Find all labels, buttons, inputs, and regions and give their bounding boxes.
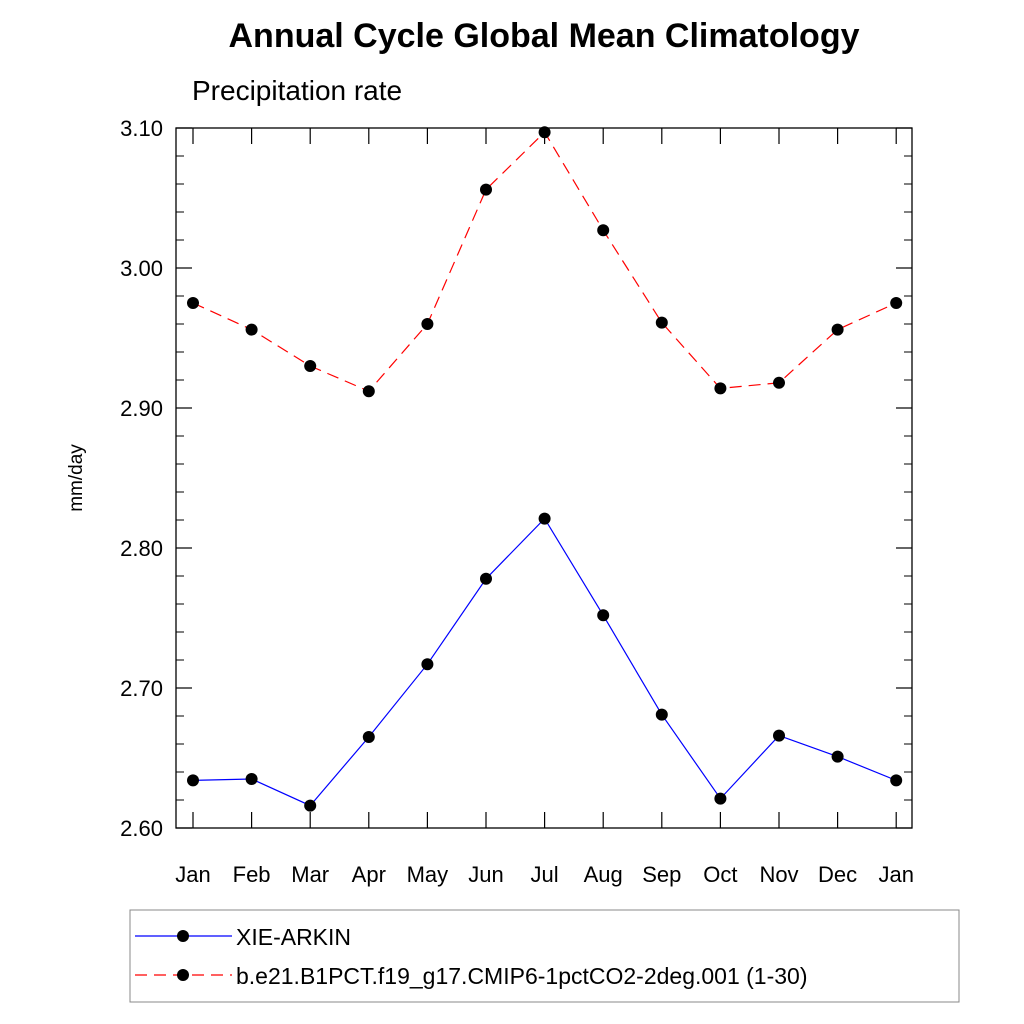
series-1-point <box>890 297 903 309</box>
x-tick-label: Oct <box>703 862 737 887</box>
y-tick-label: 2.60 <box>120 816 163 841</box>
plot-frame <box>175 127 913 829</box>
series-1-point <box>362 385 375 398</box>
x-tick-label: Dec <box>818 862 857 887</box>
series-1-point <box>597 224 610 237</box>
y-tick-labels: 2.60 2.70 2.80 2.90 3.00 3.10 <box>120 116 163 841</box>
x-tick-label: Jun <box>468 862 503 887</box>
chart-title: Annual Cycle Global Mean Climatology <box>229 17 860 55</box>
series-0-point <box>421 658 434 671</box>
y-tick-label: 3.00 <box>120 256 163 281</box>
legend: XIE-ARKIN b.e21.B1PCT.f19_g17.CMIP6-1pct… <box>129 909 960 1003</box>
series-0-point <box>831 750 844 763</box>
series-1-point <box>421 318 434 330</box>
legend-label-xie-arkin: XIE-ARKIN <box>236 924 351 950</box>
y-tick-label: 2.80 <box>120 536 163 561</box>
series-line-1 <box>192 131 897 392</box>
series-1-point <box>831 323 844 336</box>
legend-box <box>129 909 960 1003</box>
y-axis-label: mm/day <box>66 444 87 512</box>
series-1-point <box>773 376 785 389</box>
series-1-point <box>304 360 317 372</box>
x-tick-label: May <box>407 862 449 887</box>
series-1-point <box>655 316 668 329</box>
x-tick-labels: Jan Feb Mar Apr May Jun Jul Aug Sep Oct Nov Dec Jan <box>175 862 914 887</box>
legend-marker-xie-arkin <box>177 930 189 942</box>
axes-ticks <box>176 127 912 829</box>
x-tick-label: Jan <box>175 862 210 887</box>
series-0-point <box>304 799 317 812</box>
series-0-point <box>597 609 610 622</box>
series-0-point <box>773 729 785 742</box>
y-tick-label: 2.90 <box>120 396 163 421</box>
chart-subtitle: Precipitation rate <box>192 75 402 106</box>
x-tick-label: Apr <box>352 862 386 887</box>
series-0-point <box>187 774 199 787</box>
y-tick-label: 3.10 <box>120 116 163 141</box>
series-0-point <box>480 572 492 585</box>
series-0-point <box>655 708 668 721</box>
series-0-point <box>538 512 551 525</box>
x-tick-label: Jul <box>531 862 559 887</box>
series-1-point <box>538 126 551 139</box>
series-0-point <box>714 792 727 805</box>
x-tick-label: Mar <box>291 862 329 887</box>
series-0-point <box>890 774 903 787</box>
series-1-point <box>245 323 258 336</box>
series-layer <box>187 126 903 812</box>
x-tick-label: Aug <box>584 862 623 887</box>
series-0-point <box>362 731 375 743</box>
x-tick-label: Sep <box>642 862 681 887</box>
series-0-point <box>245 773 258 785</box>
series-1-point <box>187 297 199 309</box>
series-1-point <box>480 183 492 196</box>
legend-marker-cmip6 <box>177 969 189 981</box>
x-tick-label: Jan <box>878 862 913 887</box>
y-tick-label: 2.70 <box>120 676 163 701</box>
series-1-point <box>714 382 727 395</box>
legend-label-cmip6: b.e21.B1PCT.f19_g17.CMIP6-1pctCO2-2deg.0… <box>236 963 808 989</box>
x-tick-label: Feb <box>233 862 271 887</box>
x-tick-label: Nov <box>759 862 798 887</box>
series-line-0 <box>192 517 897 807</box>
